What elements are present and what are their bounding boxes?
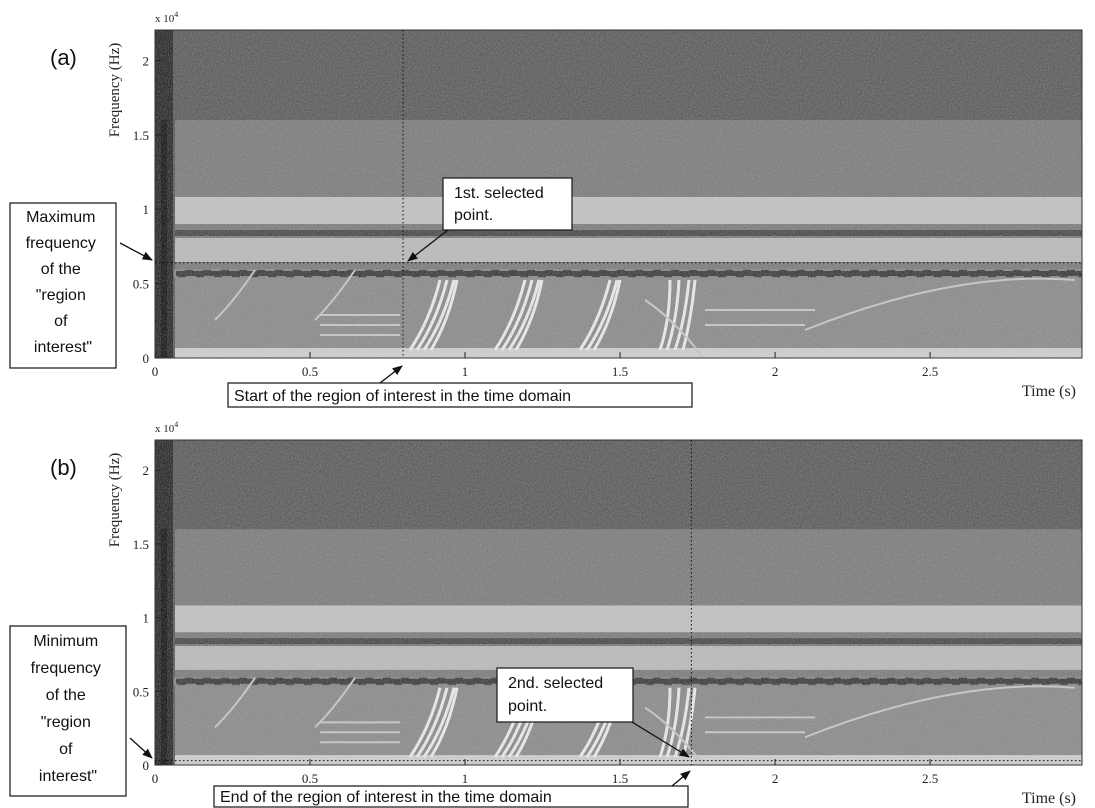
y-axis-label: Frequency (Hz) xyxy=(107,453,123,548)
x-tick-label: 2 xyxy=(772,771,779,786)
y-tick-label: 2 xyxy=(143,463,150,478)
x-axis-label: Time (s) xyxy=(1022,790,1076,807)
note-line: of xyxy=(59,741,73,758)
panel-label: (a) xyxy=(50,45,77,70)
note-line: frequency xyxy=(31,660,101,677)
y-multiplier-power: 4 xyxy=(174,420,178,429)
note-line: 2nd. selected xyxy=(508,675,603,692)
note-time: End of the region of interest in the tim… xyxy=(220,789,552,806)
figure: 00.511.522.500.511.52x 104Frequency (Hz)… xyxy=(0,0,1095,808)
note-line: frequency xyxy=(26,235,96,252)
x-tick-label: 0 xyxy=(152,771,159,786)
x-tick-label: 0 xyxy=(152,364,159,379)
note-line: of xyxy=(54,313,68,330)
note-line: interest" xyxy=(34,339,92,356)
spectrogram-image xyxy=(155,30,1082,360)
x-tick-label: 1.5 xyxy=(612,771,628,786)
note-time: Start of the region of interest in the t… xyxy=(234,388,571,405)
y-tick-label: 1.5 xyxy=(133,537,149,552)
y-tick-label: 0 xyxy=(143,351,150,366)
y-tick-label: 0.5 xyxy=(133,684,149,699)
y-tick-label: 0 xyxy=(143,758,150,773)
y-tick-label: 2 xyxy=(143,53,150,68)
y-tick-label: 0.5 xyxy=(133,277,149,292)
note-line: Maximum xyxy=(26,209,95,226)
x-tick-label: 1 xyxy=(462,364,469,379)
x-tick-label: 0.5 xyxy=(302,364,318,379)
x-tick-label: 1 xyxy=(462,771,469,786)
y-tick-label: 1.5 xyxy=(133,128,149,143)
x-tick-label: 1.5 xyxy=(612,364,628,379)
x-axis-label: Time (s) xyxy=(1022,383,1076,400)
note-line: "region xyxy=(36,287,86,304)
x-tick-label: 2.5 xyxy=(922,771,938,786)
y-multiplier-base: x 10 xyxy=(155,13,175,25)
note-line: Minimum xyxy=(33,633,98,650)
note-line: point. xyxy=(454,207,493,224)
note-line: of the xyxy=(46,687,86,704)
y-multiplier-base: x 10 xyxy=(155,423,175,435)
y-axis-label: Frequency (Hz) xyxy=(107,43,123,138)
note-line: point. xyxy=(508,698,547,715)
y-tick-label: 1 xyxy=(143,202,150,217)
note-line: 1st. selected xyxy=(454,185,544,202)
note-line: of the xyxy=(41,261,81,278)
note-line: interest" xyxy=(39,768,97,785)
y-tick-label: 1 xyxy=(143,611,150,626)
note-line: "region xyxy=(41,714,91,731)
y-multiplier-power: 4 xyxy=(174,10,178,19)
x-tick-label: 2 xyxy=(772,364,779,379)
x-tick-label: 2.5 xyxy=(922,364,938,379)
x-tick-label: 0.5 xyxy=(302,771,318,786)
panel-label: (b) xyxy=(50,455,77,480)
